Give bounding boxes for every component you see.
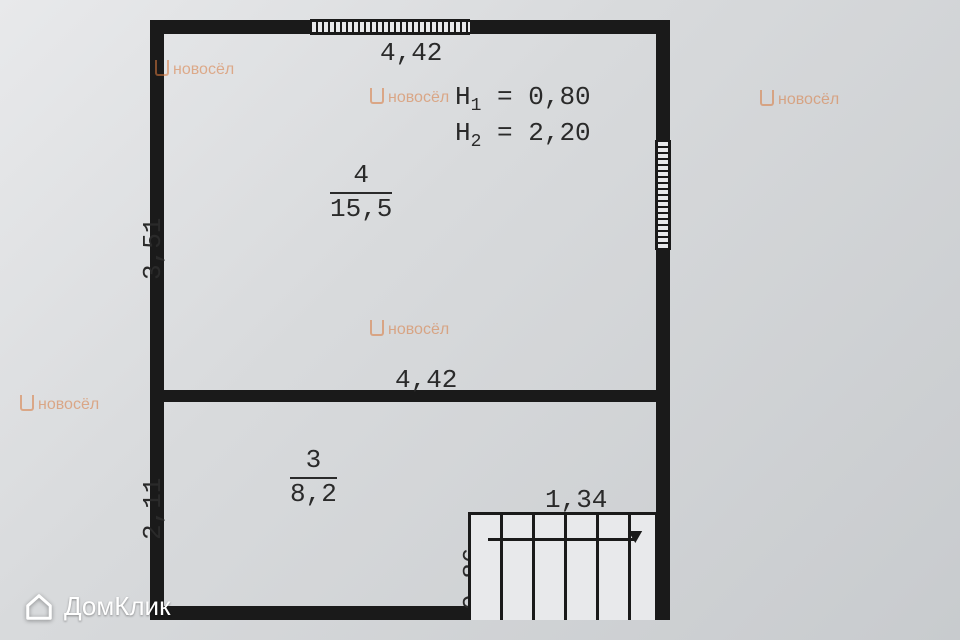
wall-right	[656, 20, 670, 620]
h1-eq: =	[481, 82, 528, 112]
height-h2: H2 = 2,20	[455, 118, 591, 152]
h2-eq: =	[481, 118, 528, 148]
room-lower-label: 3 8,2	[290, 445, 337, 509]
watermark: новосёл	[370, 320, 449, 339]
dim-top-width: 4,42	[380, 38, 442, 68]
house-icon	[24, 592, 54, 622]
dim-stair-width: 1,34	[545, 485, 607, 515]
h1-val: 0,80	[528, 82, 590, 112]
watermark: новосёл	[155, 60, 234, 79]
room-upper-area: 15,5	[330, 194, 392, 224]
h2-sym: H	[455, 118, 471, 148]
dim-left-lower: 2,11	[138, 478, 168, 540]
stair-arrow	[488, 538, 636, 541]
floorplan-page: 4,42 3,51 4,42 2,11 1,34 0,86 H1 = 0,80 …	[0, 0, 960, 640]
watermark: новосёл	[20, 395, 99, 414]
room-lower-num: 3	[290, 445, 337, 479]
height-h1: H1 = 0,80	[455, 82, 591, 116]
window-top	[310, 19, 470, 35]
room-upper-num: 4	[330, 160, 392, 194]
brand-text: ДомКлик	[64, 591, 170, 622]
dim-mid-width: 4,42	[395, 365, 457, 395]
room-upper-label: 4 15,5	[330, 160, 392, 224]
watermark: новосёл	[760, 90, 839, 109]
window-right	[655, 140, 671, 250]
brand-logo: ДомКлик	[24, 591, 170, 622]
h1-sub: 1	[471, 96, 482, 116]
watermark: новосёл	[370, 88, 449, 107]
dim-left-upper: 3,51	[138, 218, 168, 280]
room-lower-area: 8,2	[290, 479, 337, 509]
h2-sub: 2	[471, 132, 482, 152]
stairs	[468, 512, 658, 620]
h2-val: 2,20	[528, 118, 590, 148]
h1-sym: H	[455, 82, 471, 112]
